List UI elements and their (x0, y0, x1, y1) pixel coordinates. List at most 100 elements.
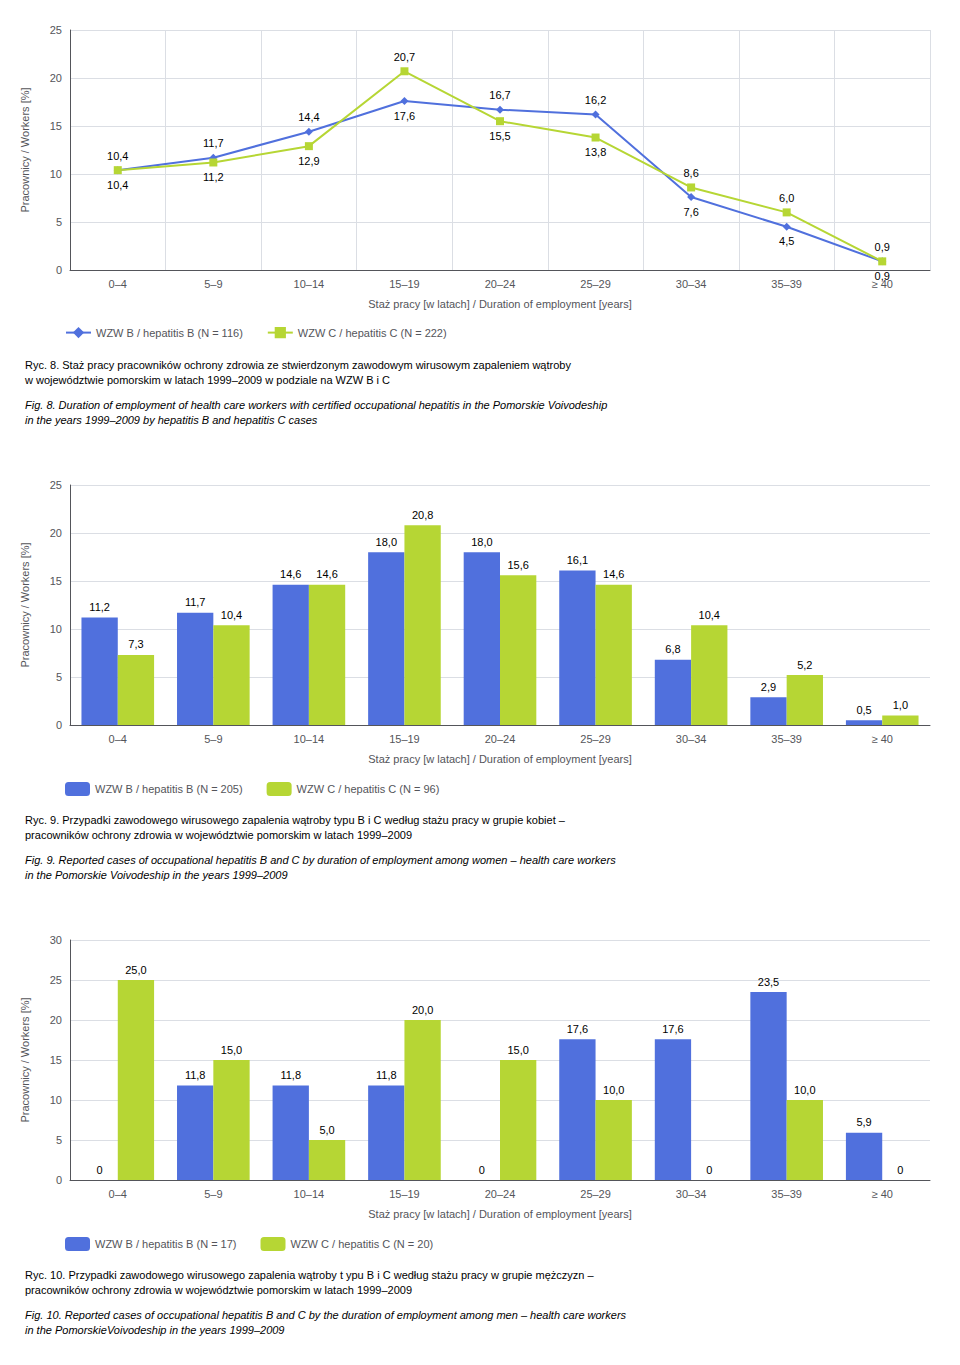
svg-text:5: 5 (56, 1134, 62, 1146)
svg-text:11,2: 11,2 (203, 171, 224, 183)
svg-text:10: 10 (50, 1094, 62, 1106)
svg-text:15–19: 15–19 (389, 733, 420, 745)
svg-text:0: 0 (56, 1174, 62, 1186)
svg-text:20: 20 (50, 527, 62, 539)
svg-text:Ryc. 8. Staż pracy pracowników: Ryc. 8. Staż pracy pracowników ochrony z… (25, 359, 571, 371)
svg-text:Pracownicy / Workers [%]: Pracownicy / Workers [%] (19, 87, 31, 212)
svg-text:WZW B / hepatitis B (N = 17): WZW B / hepatitis B (N = 17) (95, 1238, 237, 1250)
svg-text:1,0: 1,0 (893, 699, 908, 711)
svg-text:17,6: 17,6 (394, 110, 415, 122)
svg-text:17,6: 17,6 (662, 1023, 683, 1035)
svg-text:14,4: 14,4 (298, 111, 319, 123)
svg-text:10,4: 10,4 (107, 150, 128, 162)
svg-text:18,0: 18,0 (471, 536, 492, 548)
svg-text:0–4: 0–4 (109, 278, 127, 290)
svg-text:20–24: 20–24 (485, 278, 516, 290)
svg-text:25: 25 (50, 479, 62, 491)
svg-text:Fig. 10. Reported cases of occ: Fig. 10. Reported cases of occupational … (25, 1309, 627, 1321)
svg-text:20,7: 20,7 (394, 51, 415, 63)
svg-text:0: 0 (56, 264, 62, 276)
svg-text:25–29: 25–29 (580, 733, 611, 745)
svg-text:10–14: 10–14 (294, 278, 325, 290)
svg-text:Staż pracy [w latach] / Durati: Staż pracy [w latach] / Duration of empl… (368, 1208, 632, 1220)
svg-text:11,8: 11,8 (376, 1069, 397, 1081)
svg-text:Ryc. 10. Przypadki zawodowego: Ryc. 10. Przypadki zawodowego wirusowego… (25, 1269, 594, 1281)
svg-text:Pracownicy / Workers [%]: Pracownicy / Workers [%] (19, 542, 31, 667)
svg-text:12,9: 12,9 (298, 155, 319, 167)
svg-text:25–29: 25–29 (580, 1188, 611, 1200)
svg-text:5–9: 5–9 (204, 733, 222, 745)
svg-text:0–4: 0–4 (109, 1188, 127, 1200)
svg-text:5–9: 5–9 (204, 278, 222, 290)
svg-text:17,6: 17,6 (567, 1023, 588, 1035)
svg-text:10,4: 10,4 (699, 609, 720, 621)
svg-text:10,0: 10,0 (603, 1084, 624, 1096)
svg-text:0: 0 (479, 1164, 485, 1176)
svg-text:5–9: 5–9 (204, 1188, 222, 1200)
svg-text:10,4: 10,4 (221, 609, 242, 621)
svg-text:in the Pomorskie Voivodeship i: in the Pomorskie Voivodeship in the year… (25, 869, 288, 881)
svg-text:10–14: 10–14 (294, 733, 325, 745)
svg-text:Fig. 8. Duration of employment: Fig. 8. Duration of employment of health… (25, 399, 607, 411)
svg-text:0: 0 (97, 1164, 103, 1176)
svg-text:20–24: 20–24 (485, 733, 516, 745)
svg-text:23,5: 23,5 (758, 976, 779, 988)
svg-text:WZW C / hepatitis C (N = 96): WZW C / hepatitis C (N = 96) (297, 783, 440, 795)
svg-text:WZW B / hepatitis B (N = 116): WZW B / hepatitis B (N = 116) (96, 327, 243, 339)
svg-text:16,7: 16,7 (489, 89, 510, 101)
svg-text:pracowników ochrony zdrowia w: pracowników ochrony zdrowia w województw… (25, 1284, 412, 1296)
svg-text:Staż pracy [w latach] / Durati: Staż pracy [w latach] / Duration of empl… (368, 298, 632, 310)
svg-text:7,3: 7,3 (128, 638, 143, 650)
svg-text:5,9: 5,9 (856, 1116, 871, 1128)
svg-text:20: 20 (50, 72, 62, 84)
svg-text:5,0: 5,0 (319, 1124, 334, 1136)
svg-text:0: 0 (706, 1164, 712, 1176)
svg-text:15–19: 15–19 (389, 1188, 420, 1200)
svg-text:WZW B / hepatitis B (N = 205): WZW B / hepatitis B (N = 205) (95, 783, 243, 795)
svg-text:6,8: 6,8 (665, 643, 680, 655)
svg-text:pracowników ochrony zdrowia w: pracowników ochrony zdrowia w województw… (25, 829, 412, 841)
svg-text:≥ 40: ≥ 40 (872, 1188, 893, 1200)
svg-text:25: 25 (50, 974, 62, 986)
svg-text:14,6: 14,6 (280, 568, 301, 580)
svg-text:≥ 40: ≥ 40 (872, 733, 893, 745)
svg-text:25,0: 25,0 (125, 964, 146, 976)
svg-text:30: 30 (50, 934, 62, 946)
svg-text:0,5: 0,5 (856, 704, 871, 716)
svg-text:Ryc. 9. Przypadki zawodowego w: Ryc. 9. Przypadki zawodowego wirusowego … (25, 814, 566, 826)
svg-text:15,5: 15,5 (489, 130, 510, 142)
svg-text:WZW C / hepatitis C (N = 222): WZW C / hepatitis C (N = 222) (298, 327, 447, 339)
svg-text:Staż pracy [w latach] / Durati: Staż pracy [w latach] / Duration of empl… (368, 753, 632, 765)
svg-text:6,0: 6,0 (779, 192, 794, 204)
svg-text:w województwie pomorskim w lat: w województwie pomorskim w latach 1999–2… (24, 374, 390, 386)
svg-text:11,2: 11,2 (89, 601, 110, 613)
svg-text:11,8: 11,8 (185, 1069, 206, 1081)
svg-text:10,4: 10,4 (107, 179, 128, 191)
svg-text:WZW C / hepatitis C (N = 20): WZW C / hepatitis C (N = 20) (291, 1238, 434, 1250)
svg-text:35–39: 35–39 (771, 733, 802, 745)
svg-text:11,7: 11,7 (185, 596, 206, 608)
svg-text:5: 5 (56, 671, 62, 683)
svg-text:35–39: 35–39 (771, 1188, 802, 1200)
svg-text:5: 5 (56, 216, 62, 228)
svg-text:7,6: 7,6 (683, 206, 698, 218)
svg-text:35–39: 35–39 (771, 278, 802, 290)
svg-text:20–24: 20–24 (485, 1188, 516, 1200)
svg-text:0,9: 0,9 (875, 241, 890, 253)
svg-text:2,9: 2,9 (761, 681, 776, 693)
svg-text:20,8: 20,8 (412, 509, 433, 521)
svg-text:10: 10 (50, 168, 62, 180)
svg-text:10,0: 10,0 (794, 1084, 815, 1096)
svg-text:14,6: 14,6 (603, 568, 624, 580)
svg-text:15,0: 15,0 (221, 1044, 242, 1056)
svg-text:4,5: 4,5 (779, 235, 794, 247)
svg-text:10: 10 (50, 623, 62, 635)
svg-text:16,2: 16,2 (585, 94, 606, 106)
svg-text:15–19: 15–19 (389, 278, 420, 290)
svg-text:15: 15 (50, 120, 62, 132)
svg-text:5,2: 5,2 (797, 659, 812, 671)
svg-text:in the years 1999–2009 by hepa: in the years 1999–2009 by hepatitis B an… (25, 414, 318, 426)
svg-text:20: 20 (50, 1014, 62, 1026)
svg-text:30–34: 30–34 (676, 733, 707, 745)
svg-text:20,0: 20,0 (412, 1004, 433, 1016)
